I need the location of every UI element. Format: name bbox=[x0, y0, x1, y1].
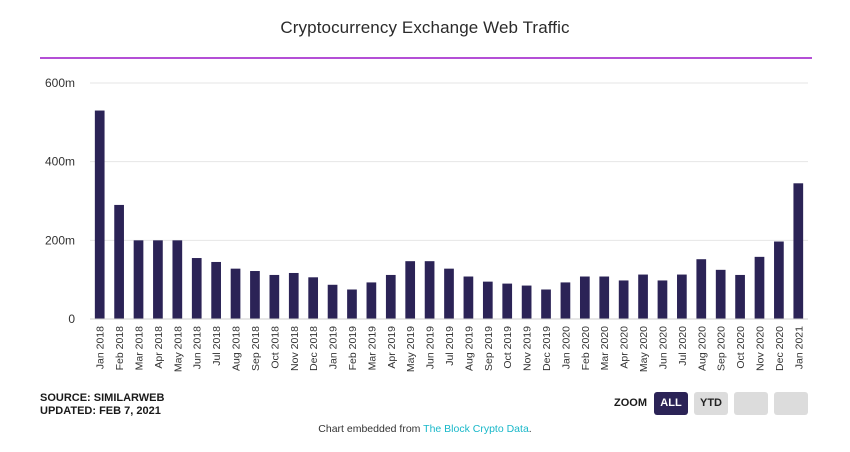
x-tick-label: Apr 2019 bbox=[386, 326, 398, 369]
x-tick-label: Aug 2020 bbox=[696, 326, 708, 371]
bar[interactable] bbox=[715, 269, 726, 319]
embed-prefix: Chart embedded from bbox=[318, 423, 424, 435]
x-tick-label: Aug 2018 bbox=[231, 326, 243, 371]
x-tick-label: Sep 2020 bbox=[716, 326, 728, 371]
x-tick-label: Feb 2018 bbox=[114, 326, 126, 371]
x-tick-label: Apr 2018 bbox=[153, 326, 165, 369]
bar[interactable] bbox=[269, 274, 280, 319]
bar[interactable] bbox=[677, 274, 687, 319]
bar[interactable] bbox=[502, 283, 513, 319]
x-tick-label: Nov 2019 bbox=[522, 326, 534, 371]
x-tick-label: May 2019 bbox=[405, 326, 417, 372]
bar[interactable] bbox=[599, 276, 610, 319]
bar[interactable] bbox=[521, 285, 532, 319]
bar[interactable] bbox=[366, 282, 377, 319]
bar[interactable] bbox=[230, 268, 241, 319]
y-tick-label: 400m bbox=[45, 155, 75, 169]
x-tick-label: Mar 2019 bbox=[366, 326, 378, 371]
y-tick-label: 200m bbox=[45, 233, 75, 247]
bar[interactable] bbox=[133, 240, 144, 319]
y-axis-ticks: 0 200m 400m 600m bbox=[45, 76, 75, 326]
x-tick-label: Oct 2019 bbox=[502, 326, 514, 369]
x-tick-label: Feb 2019 bbox=[347, 326, 359, 371]
x-tick-label: Mar 2018 bbox=[134, 326, 146, 371]
bar[interactable] bbox=[754, 256, 765, 319]
title-divider bbox=[40, 57, 812, 59]
x-axis-ticks: Jan 2018 Feb 2018 Mar 2018 Apr 2018 May 2018… bbox=[95, 326, 806, 372]
x-tick-label: Oct 2018 bbox=[269, 326, 281, 369]
x-tick-label: Dec 2018 bbox=[308, 326, 320, 371]
bar[interactable] bbox=[347, 289, 357, 320]
embed-suffix: . bbox=[528, 423, 532, 435]
bar[interactable] bbox=[250, 271, 260, 319]
bar[interactable] bbox=[579, 276, 590, 319]
x-tick-label: Nov 2020 bbox=[754, 326, 766, 371]
x-tick-label: May 2020 bbox=[638, 326, 650, 372]
x-tick-label: Mar 2020 bbox=[599, 326, 611, 371]
x-tick-label: Jul 2019 bbox=[444, 326, 456, 366]
zoom-label: ZOOM bbox=[614, 397, 647, 409]
x-tick-label: Aug 2019 bbox=[463, 326, 475, 371]
bar[interactable] bbox=[191, 258, 202, 319]
x-tick-label: Feb 2020 bbox=[580, 326, 592, 371]
bar[interactable] bbox=[638, 274, 648, 319]
bars bbox=[94, 110, 804, 320]
embed-link[interactable]: The Block Crypto Data bbox=[423, 423, 529, 435]
x-tick-label: May 2018 bbox=[172, 326, 184, 372]
grid-lines bbox=[90, 82, 808, 241]
x-tick-label: Jun 2018 bbox=[192, 326, 204, 369]
x-tick-label: Nov 2018 bbox=[289, 326, 301, 371]
bar[interactable] bbox=[153, 240, 163, 319]
bar[interactable] bbox=[463, 276, 474, 319]
x-tick-label: Jan 2020 bbox=[560, 326, 572, 369]
bar[interactable] bbox=[696, 259, 707, 319]
bar[interactable] bbox=[657, 280, 668, 319]
bar[interactable] bbox=[444, 268, 454, 319]
updated-line: UPDATED: FEB 7, 2021 bbox=[40, 405, 161, 417]
bar[interactable] bbox=[211, 261, 221, 319]
bar[interactable] bbox=[774, 241, 784, 319]
bar[interactable] bbox=[482, 281, 493, 319]
chart-title: Cryptocurrency Exchange Web Traffic bbox=[280, 18, 570, 37]
x-tick-label: Dec 2019 bbox=[541, 326, 553, 371]
embed-note: Chart embedded from The Block Crypto Dat… bbox=[0, 423, 850, 435]
bar[interactable] bbox=[405, 261, 416, 319]
x-tick-label: Jul 2018 bbox=[211, 326, 223, 366]
source-note: SOURCE: SIMILARWEB UPDATED: FEB 7, 2021 bbox=[40, 392, 164, 418]
bar[interactable] bbox=[618, 280, 629, 319]
x-tick-label: Jun 2019 bbox=[425, 326, 437, 369]
y-tick-label: 600m bbox=[45, 76, 75, 90]
bar[interactable] bbox=[793, 183, 804, 319]
x-tick-label: Jan 2018 bbox=[95, 326, 107, 369]
bar[interactable] bbox=[172, 240, 183, 319]
bar[interactable] bbox=[114, 204, 124, 319]
bar[interactable] bbox=[560, 282, 571, 319]
x-tick-label: Jan 2021 bbox=[793, 326, 805, 369]
bar[interactable] bbox=[94, 110, 105, 320]
x-tick-label: Jun 2020 bbox=[657, 326, 669, 369]
bar[interactable] bbox=[308, 277, 319, 319]
x-tick-label: Jul 2020 bbox=[677, 326, 689, 366]
x-tick-label: Sep 2019 bbox=[483, 326, 495, 371]
x-tick-label: Sep 2018 bbox=[250, 326, 262, 371]
bar[interactable] bbox=[735, 274, 745, 319]
bar[interactable] bbox=[288, 272, 299, 319]
bar[interactable] bbox=[385, 274, 396, 319]
zoom-range-button-2[interactable] bbox=[774, 392, 808, 415]
source-line: SOURCE: SIMILARWEB bbox=[40, 392, 165, 404]
zoom-ytd-button[interactable]: YTD bbox=[694, 392, 728, 415]
x-tick-label: Apr 2020 bbox=[619, 326, 631, 369]
x-tick-label: Oct 2020 bbox=[735, 326, 747, 369]
bar[interactable] bbox=[541, 289, 551, 320]
zoom-range-button-1[interactable] bbox=[734, 392, 768, 415]
bar[interactable] bbox=[327, 284, 338, 319]
x-tick-label: Jan 2019 bbox=[328, 326, 340, 369]
zoom-all-button[interactable]: ALL bbox=[654, 392, 688, 415]
y-tick-label: 0 bbox=[68, 312, 75, 326]
x-tick-label: Dec 2020 bbox=[774, 326, 786, 371]
bar[interactable] bbox=[424, 261, 435, 319]
